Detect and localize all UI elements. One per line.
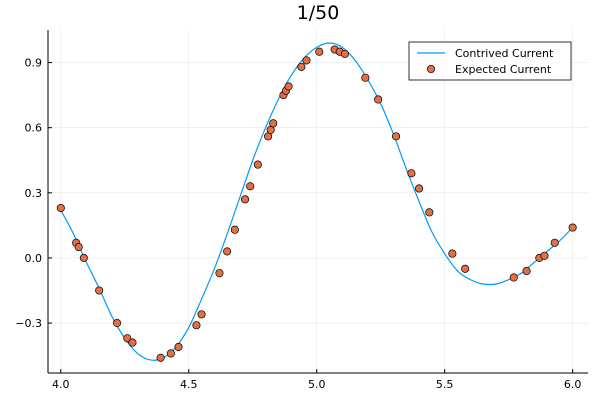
legend-swatch-marker [426,64,436,74]
data-point [56,203,65,213]
data-point [284,82,293,91]
data-point [509,273,518,282]
y-tick-label-1: 0.0 [25,252,43,265]
data-point [74,243,83,252]
data-point [461,264,470,273]
data-point [197,310,206,319]
data-point [223,247,232,256]
data-point [246,182,255,191]
data-point [113,319,122,328]
data-point [550,238,559,247]
x-tick-label-2: 5.0 [308,378,326,391]
data-point [253,160,262,169]
data-point [123,334,132,343]
data-point [392,132,401,141]
data-point [95,286,104,295]
x-tick-label-0: 4.0 [52,378,70,391]
data-point [540,251,549,260]
data-point [166,349,175,358]
data-point [192,321,201,330]
data-point [297,62,306,71]
data-point [522,266,531,276]
legend-label-1: Expected Current [455,63,552,76]
data-point [128,338,137,347]
legend-box [408,41,572,81]
data-point [568,223,577,232]
chart-title: 1/50 [297,2,340,24]
scatter-series-layer [56,45,577,362]
data-point [448,249,457,258]
data-point [407,169,416,178]
legend-label-0: Contrived Current [455,47,554,60]
data-point [425,208,434,217]
axes: 4.0 4.5 5.0 5.5 6.0 −0.3 0.0 0.3 0.6 0.9 [15,30,588,391]
x-tick-label-1: 4.5 [180,378,198,391]
data-point [215,269,224,278]
series-line-contrived-current [60,42,574,361]
data-point [340,49,349,58]
y-tick-label-0: −0.3 [15,317,42,330]
x-tick-label-4: 6.0 [564,378,582,391]
data-point [241,195,250,204]
data-point [269,119,278,128]
y-tick-label-4: 0.9 [25,57,43,70]
data-point [374,95,383,104]
x-tick-label-3: 5.5 [436,378,454,391]
y-tick-label-3: 0.6 [25,122,43,135]
legend: Contrived Current Expected Current [408,41,572,81]
data-point [156,353,165,362]
line-series-layer [60,42,574,361]
data-point [79,253,88,262]
data-point [415,184,424,193]
data-point [302,56,311,65]
data-point [174,342,183,351]
data-point [361,73,370,82]
data-point [230,225,239,234]
data-point [315,47,324,56]
y-tick-label-2: 0.3 [25,187,43,200]
grid [48,30,588,373]
